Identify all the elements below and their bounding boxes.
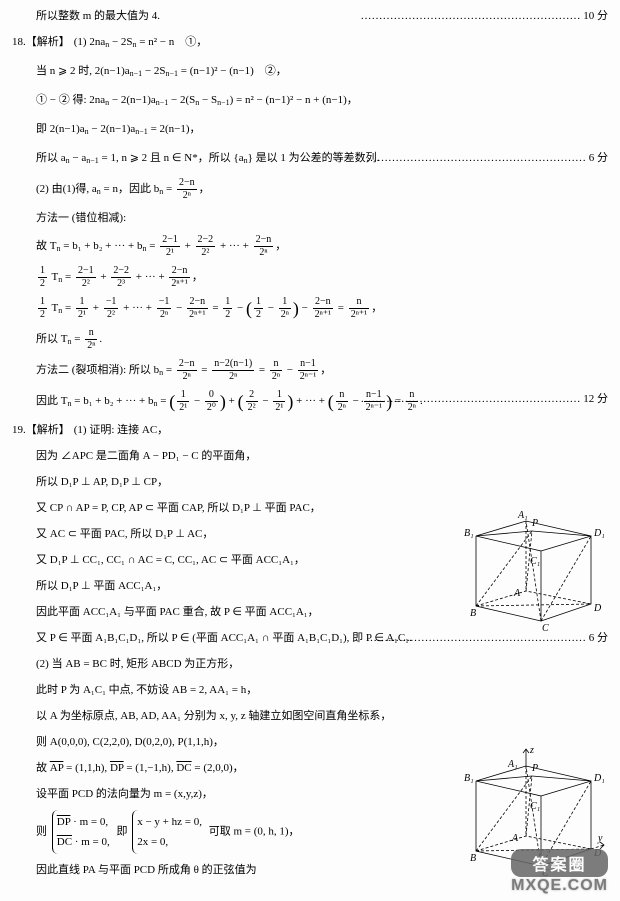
line: 所以整数 m 的最大值为 4. 10 分 — [12, 6, 608, 26]
q19-head: 19.【解析】(1) 证明: 连接 AC， — [12, 420, 608, 440]
q18-head: 18.【解析】(1) 2nan − 2Sn = n² − n ①， — [12, 32, 608, 55]
watermark: 答案圈 MXQE.COM — [511, 849, 608, 895]
